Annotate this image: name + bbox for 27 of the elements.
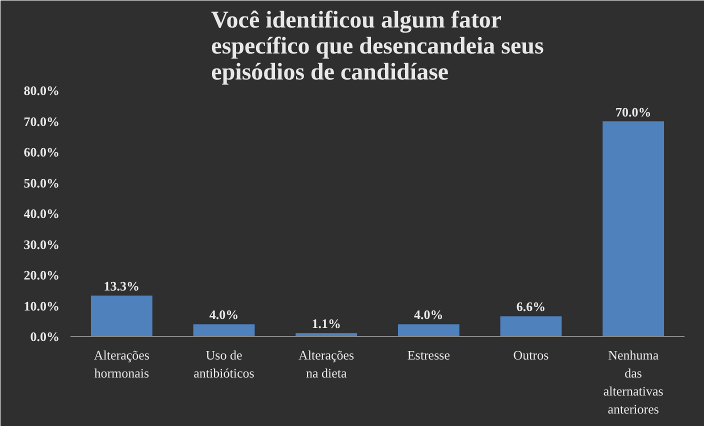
bar bbox=[90, 296, 152, 336]
x-tick-label: Alterações hormonais bbox=[94, 348, 150, 380]
bar bbox=[193, 324, 255, 336]
y-tick-label: 60.0% bbox=[24, 144, 60, 160]
y-tick-label: 70.0% bbox=[24, 114, 60, 129]
x-tick-label: Alterações na dieta bbox=[298, 348, 354, 380]
data-label: 4.0% bbox=[209, 307, 239, 322]
data-label: 13.3% bbox=[104, 278, 140, 294]
data-label: 70.0% bbox=[615, 104, 652, 120]
bar bbox=[398, 324, 460, 336]
y-tick-label: 50.0% bbox=[24, 175, 60, 190]
data-label: 1.1% bbox=[312, 316, 341, 332]
y-tick-label: 0.0% bbox=[30, 329, 60, 344]
data-label: 4.0% bbox=[414, 307, 444, 322]
bar bbox=[602, 121, 664, 336]
x-tick-label: Nenhuma das alternativas anteriores bbox=[603, 348, 664, 416]
bar bbox=[500, 316, 562, 336]
chart-title: Você identificou algum fator específico que desencandeia seus episódios de candidíase bbox=[211, 8, 544, 86]
data-label: 6.6% bbox=[516, 299, 546, 314]
y-tick-label: 30.0% bbox=[24, 236, 60, 252]
y-tick-label: 20.0% bbox=[24, 268, 60, 282]
x-tick-label: Estresse bbox=[407, 348, 450, 362]
x-tick-label: Uso de antibióticos bbox=[194, 348, 254, 380]
x-tick-label: Outros bbox=[513, 348, 549, 362]
y-tick-label: 10.0% bbox=[24, 298, 60, 314]
y-tick-label: 80.0% bbox=[24, 83, 60, 98]
y-tick-label: 40.0% bbox=[24, 206, 60, 221]
